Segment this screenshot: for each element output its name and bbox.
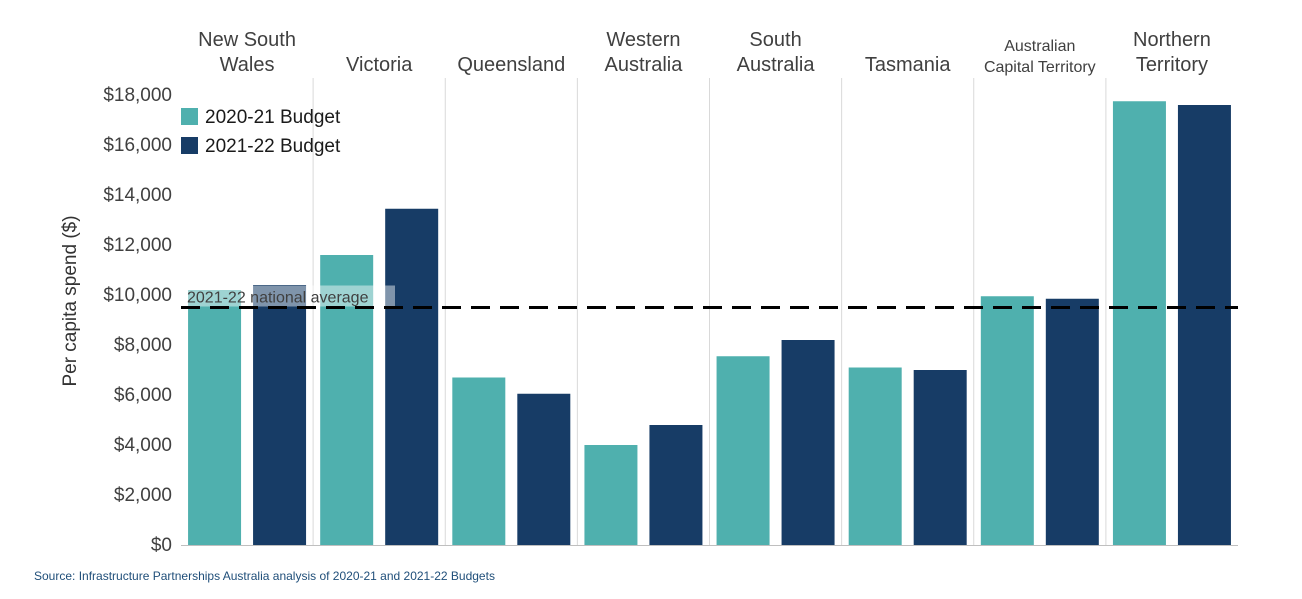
bar-series2 <box>517 393 571 545</box>
y-tick-label: $12,000 <box>103 235 172 256</box>
category-label: Territory <box>1136 54 1208 76</box>
bar-series2 <box>1045 298 1099 545</box>
category-label: Northern <box>1133 29 1211 51</box>
y-tick-label: $2,000 <box>114 485 172 506</box>
y-tick-label: $18,000 <box>103 85 172 106</box>
category-label: Australia <box>737 54 816 76</box>
category-label: Western <box>606 29 680 51</box>
category-label: Australian <box>1004 38 1075 55</box>
category-label: Victoria <box>346 54 413 76</box>
y-axis-tick-labels: $0 $2,000 $4,000 $6,000 $8,000 $10,000 $12,000… <box>103 85 172 556</box>
category-label: Tasmania <box>865 54 951 76</box>
source-note: Source: Infrastructure Partnerships Aust… <box>34 569 495 583</box>
bar-series2 <box>913 370 967 545</box>
reference-label-background <box>184 285 395 307</box>
reference-line-group: 2021-22 national average <box>181 285 1238 309</box>
bars <box>188 101 1231 545</box>
bar-series2 <box>385 208 439 545</box>
bar-series2 <box>649 425 703 545</box>
bar-series2 <box>253 285 307 545</box>
category-label: New South <box>198 29 296 51</box>
bar-series2 <box>1177 105 1231 545</box>
y-tick-label: $8,000 <box>114 335 172 356</box>
category-labels: New South Wales Victoria Queensland Western A… <box>198 29 1211 76</box>
category-label: Capital Territory <box>984 59 1096 76</box>
category-label: South <box>749 29 801 51</box>
bar-series1 <box>188 290 242 545</box>
bar-series1 <box>1112 101 1166 545</box>
bar-series1 <box>848 367 902 545</box>
y-axis-label: Per capita spend ($) <box>60 215 81 386</box>
category-label: Wales <box>220 54 275 76</box>
bar-chart: $0 $2,000 $4,000 $6,000 $8,000 $10,000 $12,000… <box>60 29 1238 556</box>
y-tick-label: $6,000 <box>114 385 172 406</box>
bar-series1 <box>320 255 374 545</box>
category-label: Australia <box>605 54 684 76</box>
bar-series1 <box>452 377 506 545</box>
legend-swatch <box>181 137 198 154</box>
legend-label: 2020-21 Budget <box>205 107 341 128</box>
bar-series1 <box>980 296 1034 545</box>
y-tick-label: $4,000 <box>114 435 172 456</box>
legend-swatch <box>181 108 198 125</box>
reference-line-label: 2021-22 national average <box>187 290 369 307</box>
bar-series2 <box>781 340 835 545</box>
y-tick-label: $0 <box>151 535 172 556</box>
category-label: Queensland <box>457 54 565 76</box>
y-tick-label: $16,000 <box>103 135 172 156</box>
bar-series1 <box>584 445 638 545</box>
category-separators <box>181 78 1238 546</box>
y-tick-label: $10,000 <box>103 285 172 306</box>
legend-label: 2021-22 Budget <box>205 136 341 157</box>
y-tick-label: $14,000 <box>103 185 172 206</box>
bar-series1 <box>716 356 770 545</box>
legend: 2020-21 Budget 2021-22 Budget <box>181 107 341 157</box>
